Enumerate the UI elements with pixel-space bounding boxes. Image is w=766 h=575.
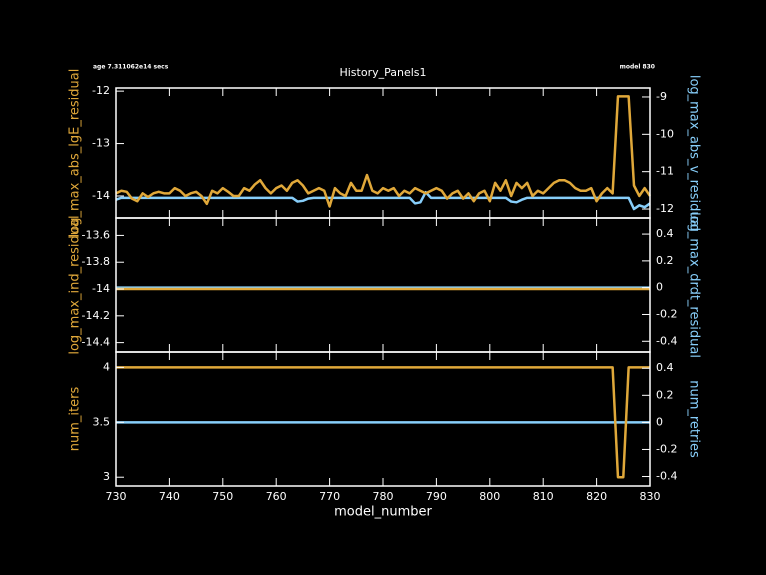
y2-tick-label: 0.2 <box>656 254 674 267</box>
y2-tick-label: -0.4 <box>656 470 677 483</box>
y2-tick-label: -0.2 <box>656 307 677 320</box>
y-tick-label: -14 <box>92 282 110 295</box>
y2-tick-label: 0.4 <box>656 227 674 240</box>
y-tick-label: 3 <box>103 470 110 483</box>
y-axis-label: log_max_abs_lgE_residual <box>68 69 83 238</box>
annotation: model 830 <box>620 64 655 71</box>
y-tick-label: -13.6 <box>82 228 110 241</box>
x-tick-label: 790 <box>426 490 447 503</box>
y2-tick-label: -10 <box>656 127 674 140</box>
y2-tick-label: -0.4 <box>656 334 677 347</box>
y-axis-label: num_iters <box>68 387 83 452</box>
series-line <box>115 190 651 211</box>
x-tick-label: 780 <box>373 490 394 503</box>
x-tick-label: 740 <box>159 490 180 503</box>
x-tick-label: 820 <box>586 490 607 503</box>
chart-title: History_Panels1 <box>339 66 426 79</box>
y-axis-label: log_max_ind_residual <box>68 215 83 354</box>
annotation: age 7.311062e14 secs <box>93 64 169 71</box>
x-tick-label: 760 <box>266 490 287 503</box>
y2-tick-label: 0 <box>656 281 663 294</box>
x-tick-label: 770 <box>319 490 340 503</box>
series-line <box>115 95 652 208</box>
x-tick-label: 830 <box>640 490 661 503</box>
series-line <box>116 366 650 479</box>
y2-tick-label: 0.4 <box>656 361 674 374</box>
y-tick-label: -13.8 <box>82 255 110 268</box>
y2-axis-label: log_max_abs_v_residual <box>687 75 702 231</box>
y2-tick-label: -11 <box>656 165 674 178</box>
y-tick-label: 4 <box>103 360 110 373</box>
y2-tick-label: 0 <box>656 415 663 428</box>
y-tick-label: -12 <box>92 84 110 97</box>
x-tick-label: 800 <box>479 490 500 503</box>
y-tick-label: 3.5 <box>93 415 111 428</box>
y2-tick-label: -9 <box>656 90 667 103</box>
y-tick-label: -14.2 <box>82 309 110 322</box>
y2-axis-label: num_retries <box>687 380 702 458</box>
y2-tick-label: 0.2 <box>656 388 674 401</box>
x-tick-label: 750 <box>212 490 233 503</box>
y2-tick-label: -0.2 <box>656 442 677 455</box>
y-tick-label: -14 <box>92 189 110 202</box>
y2-axis-label: log_max_drdt_residual <box>687 212 702 358</box>
y-tick-label: -13 <box>92 137 110 150</box>
y2-tick-label: -12 <box>656 202 674 215</box>
x-tick-label: 730 <box>106 490 127 503</box>
x-tick-label: 810 <box>533 490 554 503</box>
y-tick-label: -14.4 <box>82 336 110 349</box>
x-axis-label: model_number <box>334 505 432 520</box>
